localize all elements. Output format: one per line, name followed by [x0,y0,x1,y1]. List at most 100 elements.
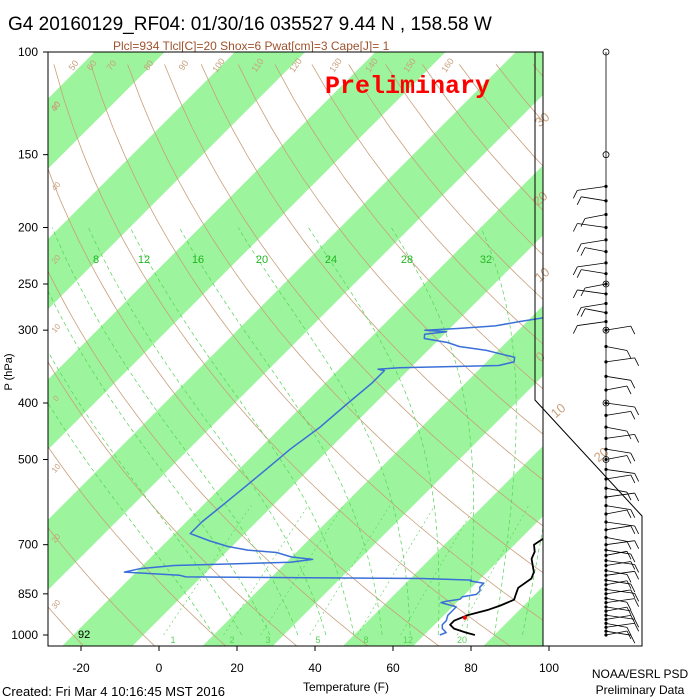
moist-adiabat-label: 8 [93,254,99,266]
y-axis-label: P (hPa) [3,353,15,390]
moist-adiabat-label: 28 [401,254,413,266]
wind-barb [604,605,636,620]
wind-barb-flag [580,218,586,227]
y-tick-label: 100 [18,45,38,59]
wind-barb-flag [572,190,578,199]
wind-barb [604,598,640,607]
wind-barb-flag [626,509,632,519]
wind-barb-flag [576,269,582,278]
wind-barb-dot [604,617,608,621]
isotherm-bands [48,52,543,646]
wind-barb-flag [576,307,582,316]
wind-barb-shaft [584,214,607,219]
dewpoint-profile [123,317,543,636]
calm-wind-circle [602,151,610,159]
dry-adiabat [48,445,227,646]
wind-barb [572,261,608,276]
wind-barb-flag [630,583,636,593]
calm-wind-circle [602,326,610,334]
wind-barb [604,474,636,484]
moist-adiabat [522,525,543,636]
wind-barb [604,504,636,518]
wind-barb-shaft [577,185,607,191]
wind-barb-shaft [581,239,607,245]
wind-barb [604,467,640,482]
dry-adiabat [48,361,298,646]
dry-adiabat-label: 80 [142,58,156,72]
wind-barb-shaft [605,469,635,474]
moist-adiabats [48,227,543,636]
dry-adiabat-label: 90 [177,58,191,72]
wind-barb-shaft [605,622,628,628]
wind-barb [604,447,636,462]
isotherm-band [62,165,543,646]
wind-barb [604,425,632,440]
mixing-ratio-label: 1 [170,635,175,645]
y-tick-label: 1000 [11,628,38,642]
wind-barb-flag [634,357,640,367]
org-label: NOAA/ESRL PSD [592,667,689,681]
wind-barb-shaft [605,410,631,416]
wind-barb-flag [626,541,632,550]
x-tick-label: 100 [539,661,559,675]
wind-barb [576,238,608,253]
dry-adiabat [48,270,369,646]
mixing-ratio-label: 8 [363,635,368,645]
moist-adiabat [88,227,327,636]
wind-barb-dot [604,573,608,577]
x-tick-label: 40 [308,661,322,675]
wind-barb-dot [604,528,608,532]
moist-adiabat [237,227,411,636]
wind-barb [604,509,632,519]
dry-adiabat [607,64,700,647]
wind-barb-flag [630,411,636,420]
wind-barb [604,325,636,335]
wind-barb-shaft [605,455,628,460]
wind-barb-flag [576,196,582,206]
dry-adiabat [237,64,543,435]
mixing-ratio-label: 20 [457,635,467,645]
wind-barb-flag [630,525,636,534]
mixing-ratio-label: 2 [229,635,234,645]
mixing-ratio-label: 3 [265,635,270,645]
axis-ticks: -20 0 20 40 60 80 1001001502002503004005007008… [11,45,559,675]
wind-barb-shaft [605,325,631,331]
wind-barb-shaft [605,614,635,620]
preliminary-data-label: Preliminary Data [596,683,685,697]
wind-barb-flag [626,580,632,589]
wind-barb-flag [634,406,640,416]
wind-barb-shaft [605,433,635,439]
dry-adiabat-label: 40 [49,99,63,113]
wind-barb-flag [630,509,636,518]
wind-barb-flag [634,598,640,607]
wind-barb-dot [604,609,608,613]
wind-barb-dot [604,212,608,217]
mixing-ratio-label: 12 [403,635,413,645]
wind-barb-shaft [605,549,631,555]
dry-adiabat [164,64,543,527]
dry-adiabat-label: 50 [67,58,81,72]
wind-barb-dot [604,583,608,587]
calm-wind-circle [602,280,610,288]
wind-barb-shaft [605,561,631,566]
wind-barb [604,621,632,636]
wind-barb-flag [626,574,632,583]
wind-barb [604,589,636,599]
x-tick-label: 20 [230,661,244,675]
wind-barb-shaft [605,509,628,515]
mixing-ratio-label: 5 [315,635,320,645]
wind-barb-shaft [605,474,631,480]
wind-barb [604,614,636,624]
profiles [123,317,543,636]
wind-barb-shaft [605,402,635,408]
wind-barb-flag [580,287,586,297]
wind-barb-flag [630,610,636,620]
wind-barb [604,558,640,573]
calm-wind-circle [602,456,610,463]
wind-barb-flag [634,473,640,482]
wind-barb [604,385,632,395]
mixing-ratio-line [457,505,529,636]
wind-barb-flag [572,325,578,334]
wind-barb-shaft [605,622,635,628]
